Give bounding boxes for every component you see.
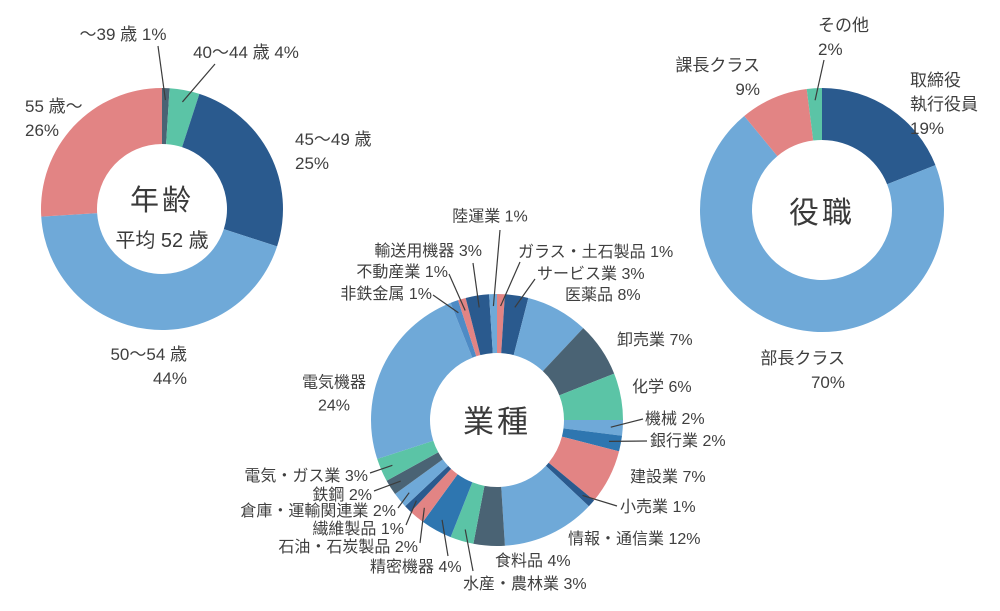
- segment-label-age-〜39歳: 〜39 歳 1%: [79, 24, 167, 44]
- segment-label-position-課長クラス: 課長クラス 9%: [675, 56, 760, 100]
- slice-age-55歳〜: [40, 88, 162, 217]
- slice-industry-輸送用機器: [465, 294, 493, 356]
- segment-label-age-40〜44歳: 40〜44 歳 4%: [193, 42, 299, 62]
- leader-line-industry-石油・石炭製品: [419, 507, 425, 544]
- segment-label-industry-繊維製品: 繊維製品 1%: [312, 521, 404, 538]
- segment-label-industry-食料品: 食料品 4%: [495, 553, 571, 570]
- segment-label-industry-卸売業: 卸売業 7%: [617, 332, 693, 349]
- age-chart-center-label: 年齢 平均 52 歳: [115, 177, 208, 253]
- leader-line-industry-非鉄金属: [432, 294, 459, 314]
- leader-line-age-40〜44歳: [181, 63, 216, 103]
- slice-industry-石油・石炭製品: [410, 468, 458, 522]
- segment-label-industry-輸送用機器: 輸送用機器 3%: [374, 243, 482, 260]
- segment-label-industry-電気・ガス業: 電気・ガス業 3%: [244, 468, 368, 485]
- leader-line-industry-電気・ガス業: [369, 464, 393, 474]
- slice-age-〜39歳: [162, 88, 170, 145]
- segment-label-industry-非鉄金属: 非鉄金属 1%: [340, 286, 432, 303]
- slice-industry-鉄鋼: [386, 452, 443, 495]
- segment-label-industry-鉄鋼: 鉄鋼 2%: [312, 487, 372, 504]
- slice-industry-小売業: [545, 462, 595, 507]
- segment-label-position-部長クラス: 部長クラス 70%: [760, 349, 845, 393]
- leader-line-industry-鉄鋼: [373, 480, 401, 492]
- slice-industry-食料品: [473, 485, 505, 546]
- leader-line-industry-機械: [610, 418, 644, 428]
- segment-label-position-その他: その他 2%: [818, 16, 869, 60]
- slice-industry-電気機器: [371, 302, 473, 459]
- leader-line-industry-陸運業: [492, 229, 501, 307]
- leader-line-industry-ガラス・土石製品: [500, 261, 521, 307]
- leader-line-position-その他: [814, 59, 825, 101]
- slice-industry-不動産業: [458, 297, 481, 357]
- slice-industry-ガラス・土石製品: [497, 294, 505, 354]
- leader-line-industry-小売業: [582, 494, 618, 507]
- segment-label-industry-建設業: 建設業 7%: [630, 469, 706, 486]
- slice-position-取締役執行役員: [822, 88, 936, 185]
- segment-label-position-取締役執行役員: 取締役 執行役員 19%: [910, 71, 978, 139]
- age-chart-subtitle: 平均 52 歳: [115, 230, 209, 252]
- segment-label-industry-情報・通信業: 情報・通信業 12%: [568, 531, 701, 548]
- slice-position-その他: [806, 88, 822, 141]
- segment-label-age-45〜49歳: 45〜49 歳 25%: [295, 130, 372, 174]
- segment-label-industry-倉庫・運輸関連業: 倉庫・運輸関連業 2%: [240, 503, 396, 520]
- slice-age-40〜44歳: [166, 88, 200, 148]
- leader-line-industry-繊維製品: [405, 500, 417, 526]
- leader-line-industry-不動産業: [448, 273, 466, 311]
- slice-age-45〜49歳: [182, 93, 283, 247]
- segment-label-industry-水産・農林業: 水産・農林業 3%: [463, 576, 587, 593]
- slice-industry-情報・通信業: [501, 465, 589, 546]
- slice-industry-化学: [559, 373, 623, 420]
- slice-industry-建設業: [548, 436, 620, 501]
- slice-industry-繊維製品: [405, 465, 452, 512]
- slice-industry-機械: [563, 420, 623, 436]
- slice-age-50〜54歳: [41, 213, 278, 331]
- position-chart-title: 役職: [789, 197, 855, 230]
- slice-position-部長クラス: [700, 115, 944, 332]
- slice-industry-水産・農林業: [450, 482, 485, 544]
- slice-industry-精密機器: [422, 474, 473, 538]
- slice-position-課長クラス: [744, 88, 814, 157]
- segment-label-age-50〜54歳: 50〜54 歳 44%: [110, 345, 187, 389]
- segment-label-industry-化学: 化学 6%: [632, 379, 692, 396]
- segment-label-industry-機械: 機械 2%: [645, 411, 705, 428]
- segment-label-industry-小売業: 小売業 1%: [620, 499, 696, 516]
- slice-industry-陸運業: [489, 294, 497, 354]
- segment-label-industry-サービス業: サービス業 3%: [537, 266, 645, 283]
- slice-industry-卸売業: [542, 328, 615, 396]
- segment-label-industry-医薬品: 医薬品 8%: [565, 287, 641, 304]
- slice-industry-電気・ガス業: [377, 440, 439, 481]
- segment-label-industry-ガラス・土石製品: ガラス・土石製品 1%: [518, 244, 674, 261]
- segment-label-industry-石油・石炭製品: 石油・石炭製品 2%: [278, 539, 418, 556]
- segment-label-industry-電気機器: 電気機器 24%: [301, 374, 367, 414]
- slice-industry-非鉄金属: [450, 300, 477, 358]
- industry-chart-title: 業種: [463, 404, 531, 440]
- segment-label-industry-陸運業: 陸運業 1%: [452, 208, 528, 226]
- industry-chart-center-label: 業種: [463, 397, 531, 442]
- segment-label-industry-精密機器: 精密機器 4%: [370, 559, 462, 576]
- leader-line-industry-倉庫・運輸関連業: [397, 492, 410, 509]
- leader-line-industry-サービス業: [514, 278, 536, 308]
- slice-industry-医薬品: [513, 297, 584, 372]
- leader-line-age-〜39歳: [157, 45, 167, 101]
- segment-label-industry-銀行業: 銀行業 2%: [650, 433, 726, 450]
- leader-line-industry-精密機器: [441, 519, 449, 557]
- slice-industry-銀行業: [561, 428, 623, 452]
- age-chart-title: 年齢: [129, 185, 195, 217]
- segment-label-age-55歳〜: 55 歳〜 26%: [25, 97, 83, 141]
- segment-label-industry-不動産業: 不動産業 1%: [356, 264, 448, 281]
- leader-line-industry-輸送用機器: [472, 262, 480, 308]
- leader-line-industry-水産・農林業: [464, 529, 474, 572]
- slice-industry-サービス業: [501, 294, 529, 356]
- position-chart-center-label: 役職: [789, 188, 855, 232]
